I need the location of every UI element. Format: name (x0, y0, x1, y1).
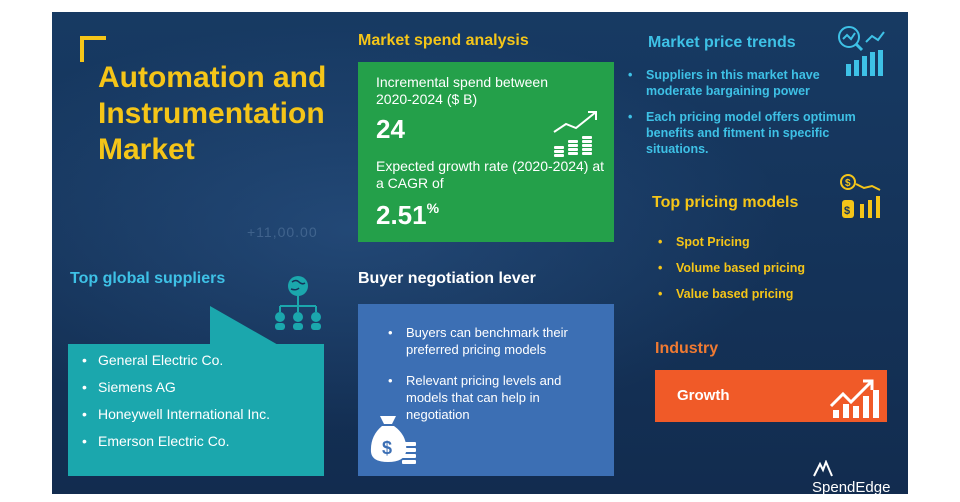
buyer-heading: Buyer negotiation lever (358, 270, 536, 287)
market-spend-heading: Market spend analysis (358, 32, 529, 49)
growth-rate-value-wrap: 2.51% (376, 200, 439, 231)
industry-heading: Industry (655, 340, 719, 357)
list-item: Suppliers in this market have moderate b… (624, 67, 864, 99)
incremental-spend-label: Incremental spend between 2020-2024 ($ B… (376, 74, 548, 107)
suppliers-panel-notch (210, 306, 280, 346)
background-number: +11,00.00 (247, 224, 318, 240)
list-item: Buyers can benchmark their preferred pri… (388, 324, 606, 358)
price-trends-heading: Market price trends (648, 34, 796, 51)
svg-text:$: $ (844, 205, 850, 217)
infographic: +11,00.00 Automation and Instrumentation… (52, 12, 908, 494)
list-item: Volume based pricing (656, 260, 856, 276)
globe-network-icon (275, 276, 321, 330)
list-item: Emerson Electric Co. (78, 433, 318, 450)
buyer-panel: Buyers can benchmark their preferred pri… (358, 304, 614, 476)
industry-growth-panel: Growth (655, 370, 887, 422)
page-title: Automation and Instrumentation Market (98, 61, 327, 166)
suppliers-panel: General Electric Co. Siemens AG Honeywel… (68, 344, 324, 476)
suppliers-list: General Electric Co. Siemens AG Honeywel… (78, 352, 318, 460)
spendedge-logo-icon (813, 459, 833, 477)
list-item: Spot Pricing (656, 234, 856, 250)
money-bag-icon: $ (370, 416, 416, 464)
growth-rate-unit: % (426, 200, 440, 216)
market-spend-panel: Incremental spend between 2020-2024 ($ B… (358, 62, 614, 242)
svg-text:$: $ (382, 438, 392, 458)
incremental-spend-value: 24 (376, 114, 405, 144)
list-item: Honeywell International Inc. (78, 406, 318, 423)
growth-chart-icon (829, 379, 879, 418)
svg-text:$: $ (845, 178, 851, 189)
title-corner-decoration (80, 36, 106, 62)
growth-rate-label: Expected growth rate (2020-2024) at a CA… (376, 158, 605, 191)
list-item: Relevant pricing levels and models that … (388, 372, 606, 423)
brand-name: SpendEdge (812, 479, 891, 494)
industry-growth-label: Growth (677, 387, 730, 404)
list-item: Value based pricing (656, 286, 856, 302)
suppliers-heading: Top global suppliers (70, 270, 226, 287)
pricing-models-heading: Top pricing models (652, 194, 799, 211)
list-item: Each pricing model offers optimum benefi… (624, 109, 864, 157)
growth-coins-icon (553, 111, 597, 157)
list-item: General Electric Co. (78, 352, 318, 369)
pricing-models-list: Spot Pricing Volume based pricing Value … (656, 234, 856, 312)
buyer-list: Buyers can benchmark their preferred pri… (388, 324, 606, 437)
list-item: Siemens AG (78, 379, 318, 396)
brand-logo: SpendEdge (812, 459, 908, 494)
growth-rate-value: 2.51 (376, 200, 427, 230)
pricing-dollar-chart-icon: $ $ (840, 174, 881, 218)
price-trends-list: Suppliers in this market have moderate b… (624, 67, 864, 167)
